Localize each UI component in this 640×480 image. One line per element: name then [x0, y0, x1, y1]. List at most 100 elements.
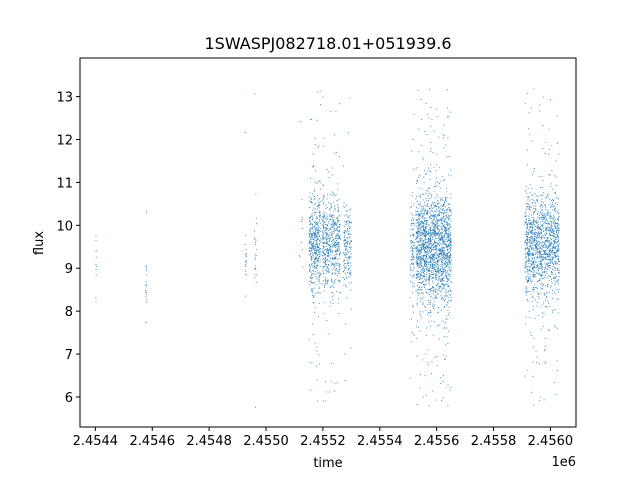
- data-point: [550, 207, 552, 209]
- data-point: [442, 271, 444, 273]
- data-point: [547, 247, 549, 249]
- data-point: [437, 199, 439, 201]
- data-point: [427, 224, 429, 226]
- data-point: [438, 270, 440, 272]
- data-point: [431, 253, 433, 255]
- data-point: [326, 229, 328, 230]
- data-point: [416, 236, 418, 238]
- data-point: [546, 296, 548, 297]
- data-point: [324, 254, 326, 256]
- data-point: [435, 233, 437, 235]
- data-point: [333, 231, 335, 233]
- data-point: [547, 228, 549, 230]
- data-point: [438, 228, 439, 230]
- data-point: [418, 259, 420, 261]
- data-point: [444, 202, 446, 204]
- data-point: [552, 273, 554, 275]
- data-point: [418, 257, 420, 259]
- data-point: [555, 256, 557, 257]
- data-point: [446, 233, 448, 235]
- data-point: [345, 277, 347, 279]
- data-point: [325, 239, 327, 240]
- data-point: [413, 259, 415, 261]
- data-point: [419, 224, 421, 226]
- data-point: [313, 234, 315, 236]
- data-point: [437, 284, 439, 286]
- data-point: [556, 115, 558, 117]
- data-point: [446, 305, 448, 306]
- data-point: [425, 247, 427, 249]
- data-point: [418, 286, 420, 288]
- data-point: [446, 209, 448, 211]
- data-point: [315, 236, 317, 238]
- data-point: [542, 241, 544, 243]
- data-point: [548, 223, 550, 225]
- data-point: [529, 253, 531, 255]
- data-point: [311, 362, 313, 364]
- data-point: [435, 204, 437, 206]
- data-point: [350, 270, 352, 272]
- data-point: [336, 229, 338, 230]
- data-point: [348, 267, 350, 269]
- data-point: [416, 263, 418, 265]
- data-point: [416, 248, 418, 250]
- data-point: [553, 278, 555, 280]
- data-point: [541, 274, 543, 276]
- data-point: [446, 315, 448, 317]
- data-point: [411, 217, 413, 219]
- data-point: [432, 305, 434, 307]
- data-point: [433, 130, 435, 132]
- data-point: [438, 201, 440, 203]
- data-point: [421, 223, 423, 225]
- data-point: [339, 265, 341, 267]
- data-point: [318, 254, 320, 256]
- data-point: [415, 277, 417, 279]
- data-point: [437, 224, 439, 226]
- data-point: [315, 232, 317, 234]
- data-point: [336, 216, 338, 218]
- data-point: [420, 273, 422, 275]
- data-point: [420, 238, 422, 240]
- data-point: [338, 280, 340, 282]
- data-point: [526, 92, 528, 94]
- data-point: [314, 231, 316, 233]
- data-point: [349, 215, 351, 217]
- data-point: [555, 197, 557, 199]
- data-point: [556, 228, 558, 230]
- data-point: [429, 261, 431, 263]
- data-point: [432, 233, 434, 235]
- data-point: [439, 259, 441, 261]
- data-point: [429, 287, 431, 289]
- data-point: [538, 232, 540, 234]
- data-point: [439, 277, 441, 279]
- data-point: [448, 246, 450, 247]
- data-point: [541, 260, 543, 262]
- data-point: [532, 205, 534, 207]
- data-point: [425, 268, 427, 270]
- data-point: [554, 193, 556, 195]
- data-point: [417, 235, 419, 237]
- data-point: [433, 205, 435, 207]
- data-point: [429, 263, 431, 265]
- data-point: [420, 255, 422, 257]
- data-point: [420, 246, 422, 248]
- data-point: [433, 249, 435, 251]
- data-point: [425, 251, 426, 253]
- data-point: [309, 254, 311, 256]
- data-point: [430, 222, 432, 224]
- data-point: [318, 203, 320, 205]
- data-point: [417, 281, 419, 283]
- data-point: [334, 382, 336, 384]
- data-point: [423, 269, 425, 271]
- data-point: [557, 209, 559, 211]
- data-point: [540, 261, 542, 263]
- data-point: [329, 237, 331, 239]
- data-point: [333, 272, 335, 274]
- data-point: [429, 244, 431, 246]
- data-point: [426, 223, 428, 225]
- data-point: [339, 103, 341, 105]
- data-point: [339, 237, 341, 239]
- data-point: [429, 257, 431, 258]
- data-point: [422, 259, 424, 260]
- data-point: [314, 195, 316, 197]
